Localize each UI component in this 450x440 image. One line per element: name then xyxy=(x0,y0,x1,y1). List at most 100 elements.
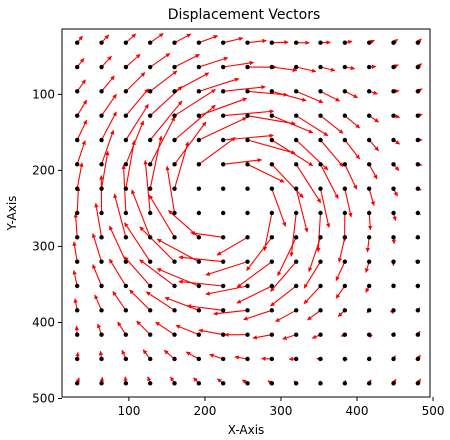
grid-point xyxy=(123,332,129,337)
grid-point xyxy=(147,89,153,94)
grid-point xyxy=(123,64,129,70)
vector-layer xyxy=(72,33,423,386)
grid-point xyxy=(123,356,129,362)
grid-point xyxy=(147,113,153,118)
grid-point xyxy=(293,64,299,70)
displacement-vector xyxy=(344,115,361,129)
grid-point xyxy=(318,308,323,313)
grid-point xyxy=(415,381,421,386)
displacement-vector xyxy=(337,237,346,263)
displacement-vector xyxy=(295,164,322,204)
grid-point xyxy=(415,186,421,191)
grid-point xyxy=(172,332,177,337)
grid-point xyxy=(123,259,129,264)
grid-point xyxy=(391,137,396,143)
grid-point xyxy=(172,186,177,191)
grid-point xyxy=(269,235,275,240)
grid-point xyxy=(147,64,153,70)
displacement-vector xyxy=(149,33,164,44)
grid-point xyxy=(172,356,177,362)
grid-point xyxy=(172,64,177,70)
displacement-vector xyxy=(72,270,78,287)
displacement-vector xyxy=(124,256,151,287)
grid-point xyxy=(366,137,372,143)
displacement-vector xyxy=(113,193,127,238)
grid-point xyxy=(172,40,177,45)
grid-point xyxy=(391,162,396,167)
displacement-vector xyxy=(101,55,112,68)
grid-point xyxy=(196,40,202,45)
displacement-vector xyxy=(216,236,248,256)
grid-point xyxy=(220,89,226,94)
grid-point xyxy=(147,308,153,313)
grid-point xyxy=(342,235,348,240)
grid-point xyxy=(147,235,153,240)
displacement-vector xyxy=(344,139,361,160)
grid-point xyxy=(342,356,348,362)
grid-point xyxy=(342,210,348,216)
grid-point xyxy=(147,137,153,143)
displacement-vector xyxy=(295,115,329,137)
grid-point xyxy=(75,381,80,386)
grid-point xyxy=(415,235,421,240)
displacement-vector xyxy=(124,222,151,262)
displacement-vector xyxy=(164,296,200,311)
grid-point xyxy=(342,113,348,118)
grid-point xyxy=(99,210,104,216)
displacement-vector xyxy=(271,90,307,102)
grid-point xyxy=(220,283,226,289)
y-tick-label: 500 xyxy=(32,392,55,406)
grid-point xyxy=(123,235,129,240)
grid-point xyxy=(415,162,421,167)
grid-point xyxy=(123,210,129,216)
grid-point xyxy=(245,64,250,70)
y-axis-ticks: 100 200 300 400 500 xyxy=(32,87,62,406)
displacement-vector xyxy=(178,255,224,263)
grid-point xyxy=(391,40,396,45)
grid-point xyxy=(75,235,80,240)
grid-point xyxy=(172,381,177,386)
grid-point xyxy=(293,89,299,94)
displacement-vector xyxy=(148,194,176,238)
grid-point xyxy=(172,283,177,289)
displacement-vector xyxy=(112,291,127,311)
grid-point xyxy=(172,259,177,264)
displacement-vector xyxy=(236,261,273,288)
displacement-vector xyxy=(73,213,78,238)
grid-point xyxy=(342,162,348,167)
grid-point xyxy=(366,356,372,362)
grid-point xyxy=(415,89,421,94)
grid-point xyxy=(293,381,299,386)
y-tick-label: 100 xyxy=(32,87,55,101)
grid-point xyxy=(75,308,80,313)
displacement-vector xyxy=(129,289,151,311)
grid-point xyxy=(342,332,348,337)
grid-point xyxy=(147,259,153,264)
grid-point xyxy=(172,137,177,143)
grid-point xyxy=(172,162,177,167)
grid-point xyxy=(269,308,275,313)
grid-point xyxy=(318,186,323,191)
grid-point xyxy=(245,162,250,167)
grid-point xyxy=(318,210,323,216)
y-tick-label: 200 xyxy=(32,163,55,177)
grid-point xyxy=(196,356,202,362)
displacement-vector xyxy=(275,309,297,323)
displacement-vector xyxy=(344,164,358,190)
grid-point xyxy=(245,308,250,313)
grid-point xyxy=(196,113,202,118)
displacement-vector xyxy=(247,139,296,155)
displacement-vector xyxy=(178,279,224,287)
displacement-vector xyxy=(101,75,115,92)
grid-point xyxy=(123,137,129,143)
x-axis-label: X-Axis xyxy=(228,423,265,437)
displacement-vector xyxy=(165,165,176,214)
displacement-vector xyxy=(149,116,176,165)
displacement-vector xyxy=(131,189,151,238)
displacement-vector xyxy=(117,321,127,335)
grid-point xyxy=(172,235,177,240)
displacement-vector xyxy=(139,226,175,263)
grid-point xyxy=(196,381,202,386)
grid-point xyxy=(99,113,104,118)
grid-point xyxy=(415,259,421,264)
